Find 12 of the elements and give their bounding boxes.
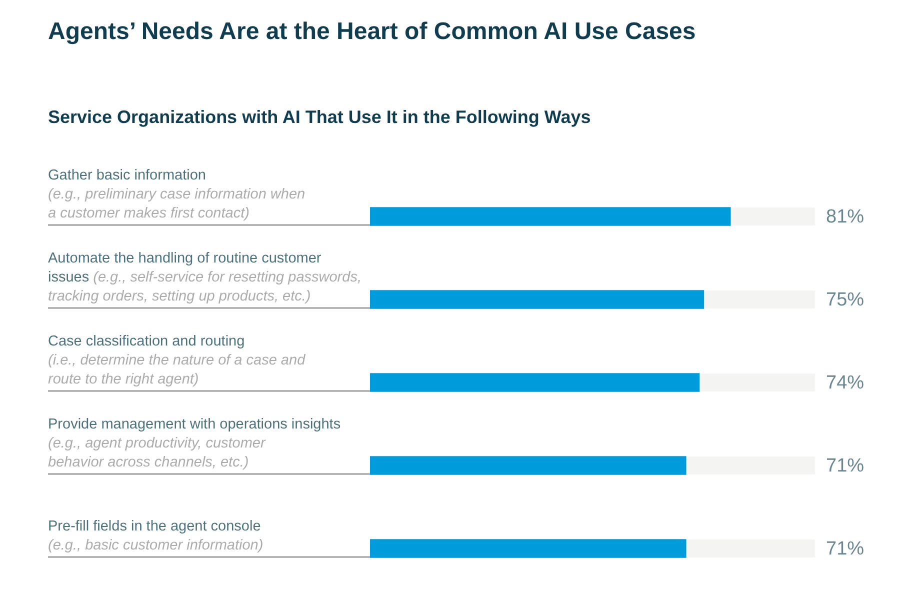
chart-title: Agents’ Needs Are at the Heart of Common AI Use Cases bbox=[48, 18, 696, 46]
y-tick-label: Gather basic information (e.g., preliminary case information when a customer makes first contact) bbox=[48, 168, 306, 222]
data-label: 74% bbox=[826, 372, 864, 394]
data-label: 71% bbox=[826, 456, 864, 477]
chart-subtitle: Service Organizations with AI That Use It in the Following Ways bbox=[48, 106, 591, 128]
data-label: 75% bbox=[826, 290, 864, 311]
data-label: 71% bbox=[826, 538, 864, 560]
y-tick-label: Automate the handling of routine customer issues (e.g., self-service for resetting passwords, tracking orders, setting up products, etc.) bbox=[48, 250, 362, 305]
data-label: 81% bbox=[826, 206, 864, 228]
y-tick-label: Provide management with operations insights (e.g., agent productivity, customer behavior across channels, etc.) bbox=[48, 416, 341, 471]
y-tick-label: Case classification and routing (i.e., determine the nature of a case and route to the right agent) bbox=[48, 334, 306, 388]
y-tick-label: Pre-fill fields in the agent console (e.g., basic customer information) bbox=[48, 518, 264, 554]
